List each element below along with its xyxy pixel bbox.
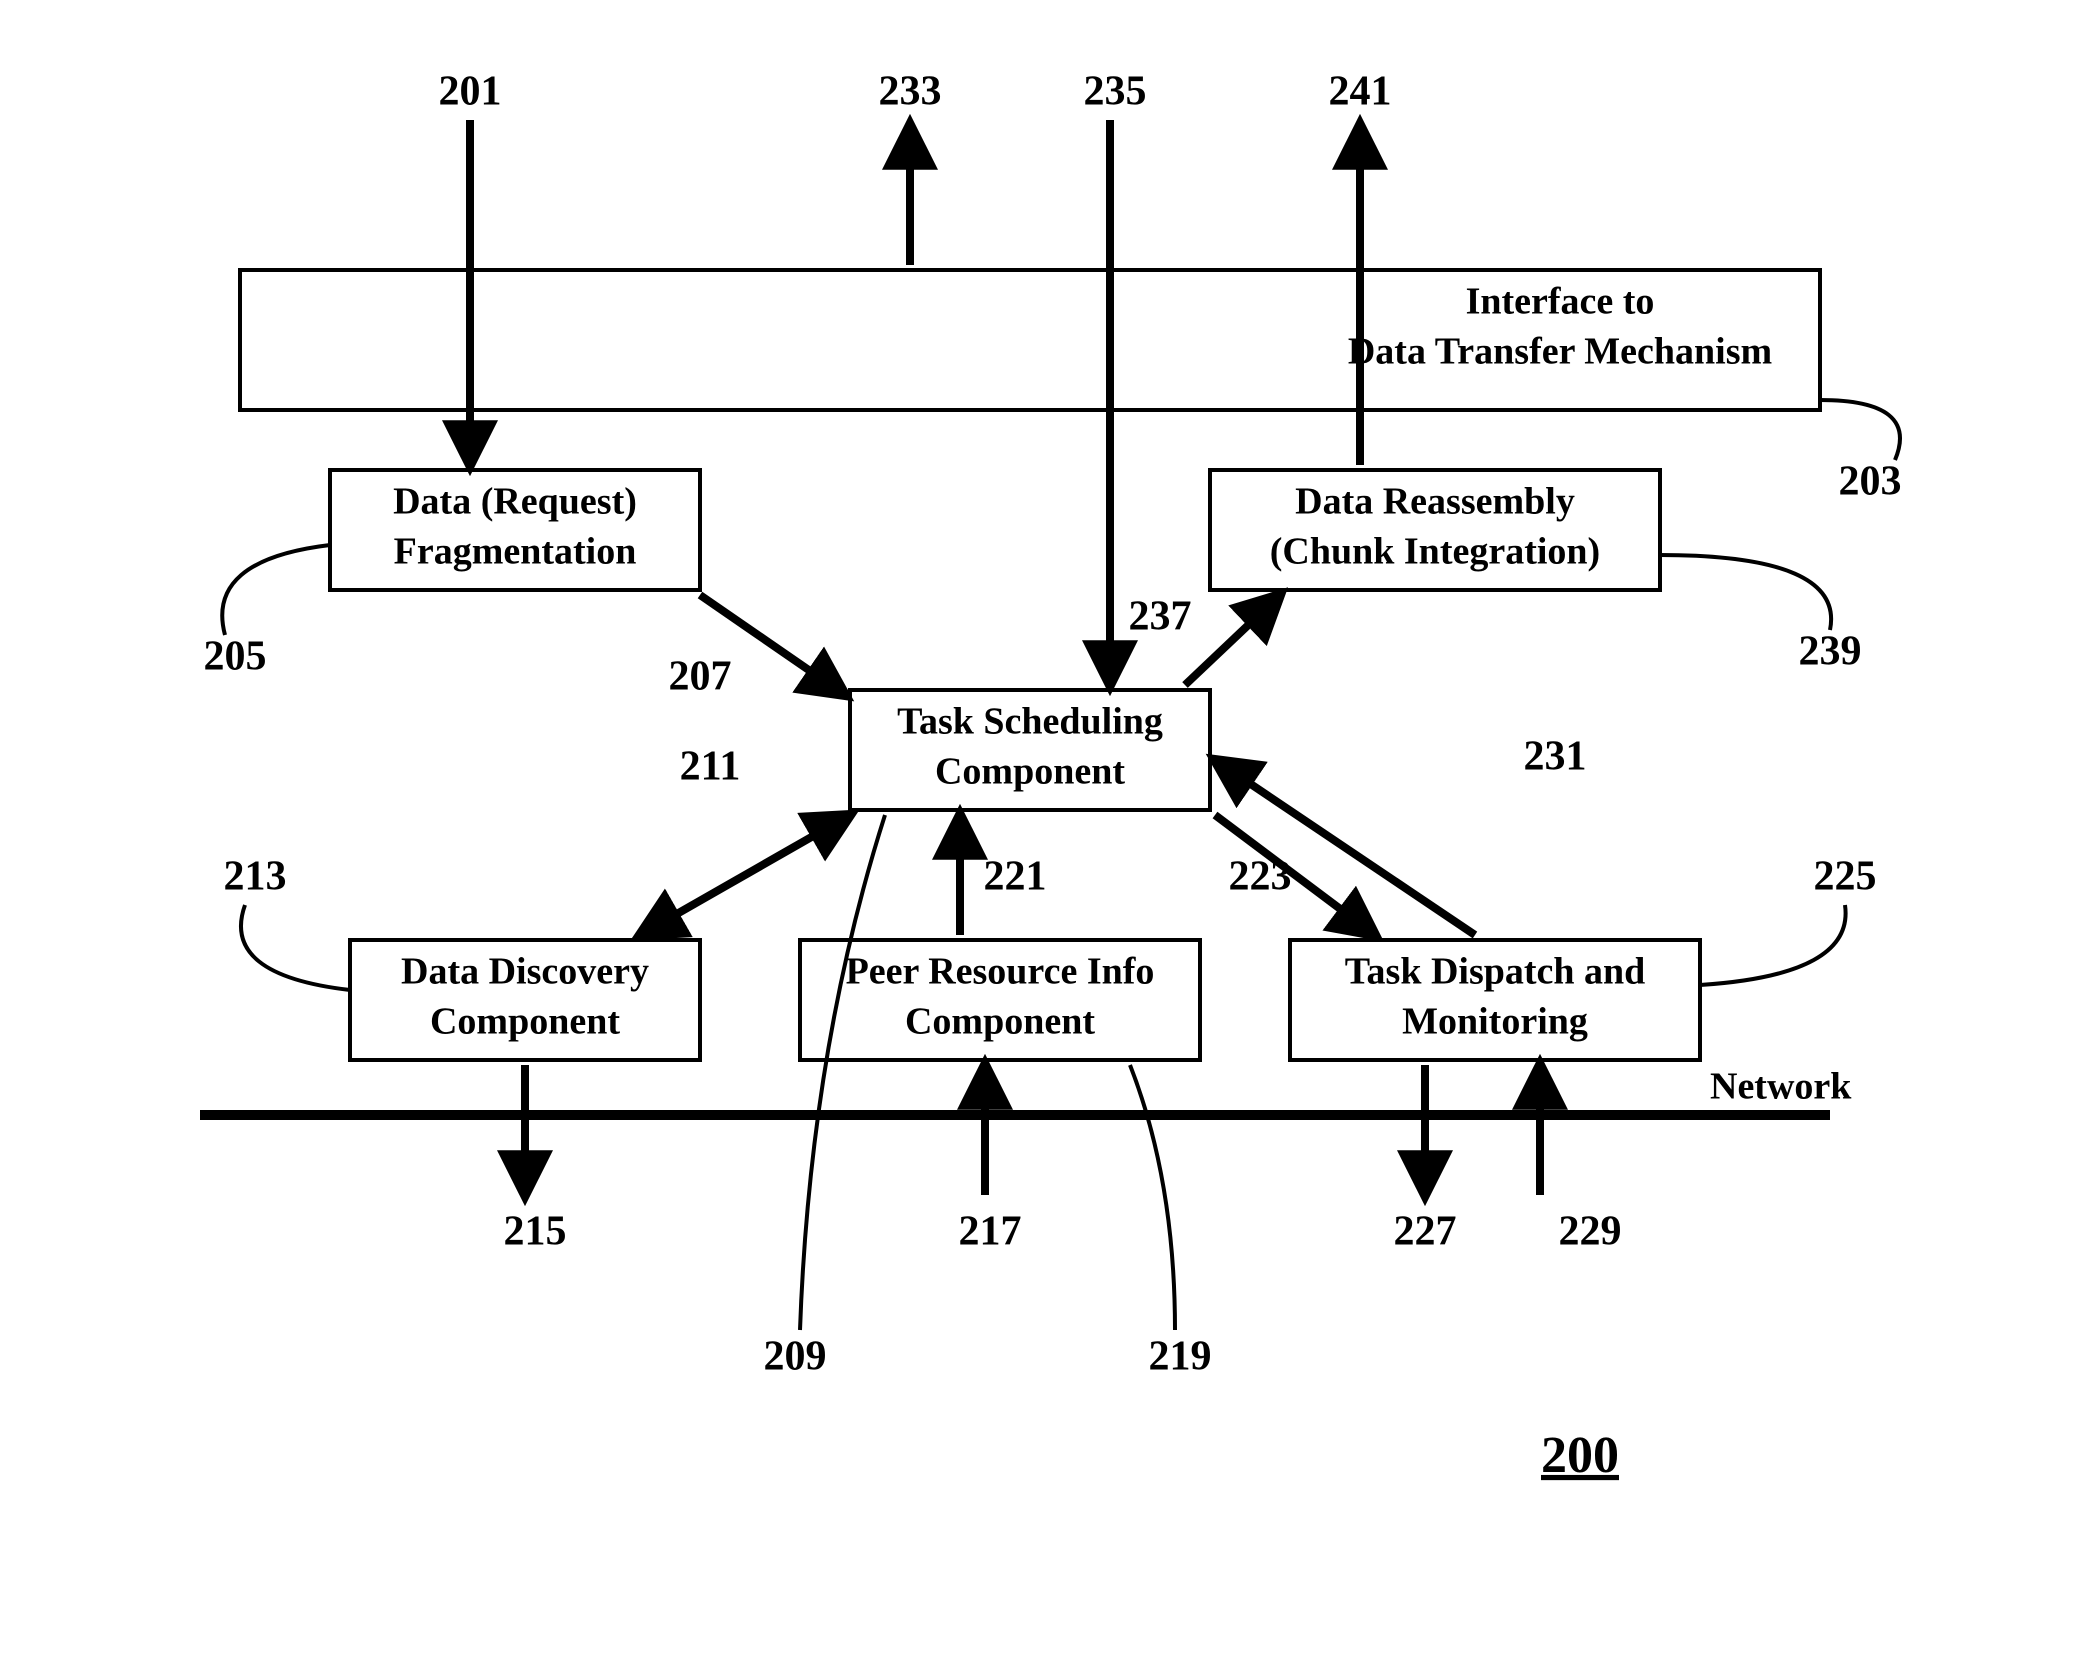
peer-label-1: Peer Resource Info [846,951,1155,993]
ref-213: 213 [224,854,287,900]
fragmentation-label-1: Data (Request) [393,481,637,523]
network-label: Network [1710,1066,1852,1108]
interface-label-1: Interface to [1466,281,1655,323]
ref-211: 211 [680,744,741,790]
ref-209: 209 [764,1334,827,1380]
scheduling-label-2: Component [935,751,1125,793]
dispatch-label-2: Monitoring [1402,1001,1588,1043]
dispatch-label-1: Task Dispatch and [1345,951,1646,993]
lead-209 [800,815,885,1330]
ref-205: 205 [204,634,267,680]
ref-229: 229 [1559,1209,1622,1255]
lead-219 [1130,1065,1175,1330]
ref-239: 239 [1799,629,1862,675]
ref-231: 231 [1524,734,1587,780]
arrow-211 [640,815,850,935]
ref-201: 201 [439,69,502,115]
ref-217: 217 [959,1209,1022,1255]
reassembly-label-2: (Chunk Integration) [1270,531,1600,573]
lead-225 [1700,905,1846,985]
figure-number: 200 [1541,1427,1619,1484]
lead-239 [1660,555,1831,630]
ref-223: 223 [1229,854,1292,900]
ref-241: 241 [1329,69,1392,115]
discovery-label-1: Data Discovery [401,951,649,993]
lead-203 [1820,400,1900,460]
ref-207: 207 [669,654,732,700]
discovery-label-2: Component [430,1001,620,1043]
ref-235: 235 [1084,69,1147,115]
fragmentation-label-2: Fragmentation [394,531,637,573]
ref-219: 219 [1149,1334,1212,1380]
reassembly-label-1: Data Reassembly [1295,481,1575,523]
ref-225: 225 [1814,854,1877,900]
interface-label-2: Data Transfer Mechanism [1348,331,1772,373]
lead-213 [241,905,350,990]
ref-227: 227 [1394,1209,1457,1255]
peer-label-2: Component [905,1001,1095,1043]
ref-203: 203 [1839,459,1902,505]
scheduling-label-1: Task Scheduling [897,701,1163,743]
lead-205 [222,545,330,635]
arrow-237 [1185,595,1280,685]
ref-221: 221 [984,854,1047,900]
ref-237: 237 [1129,594,1192,640]
ref-215: 215 [504,1209,567,1255]
ref-233: 233 [879,69,942,115]
